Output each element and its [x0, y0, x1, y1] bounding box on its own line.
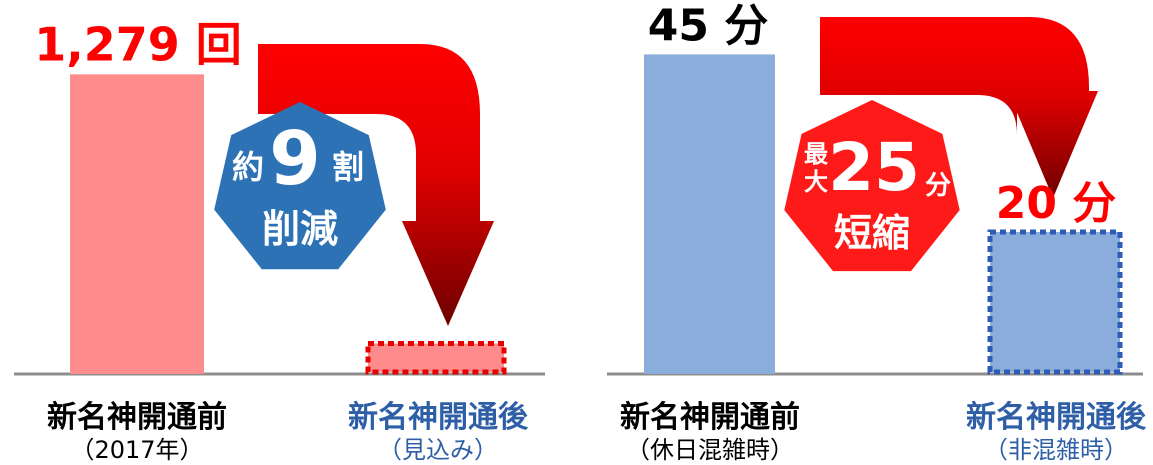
category-label: 新名神開通前	[47, 400, 227, 435]
category-note: （休日混雑時）	[626, 436, 794, 464]
badge-text: 約	[232, 148, 264, 186]
badge-number: 25	[828, 129, 920, 206]
bar	[70, 74, 204, 374]
bar	[365, 341, 507, 375]
badge-heptagon	[214, 102, 386, 270]
category-note: （見込み）	[378, 436, 498, 464]
data-label: 45 分	[648, 0, 769, 51]
badge-text: 最	[804, 140, 829, 168]
category-label: 新名神開通後	[966, 400, 1146, 435]
category-label: 新名神開通前	[620, 400, 800, 435]
trend-arrow	[258, 44, 494, 326]
bar	[644, 54, 775, 374]
badge-heptagon	[784, 100, 960, 272]
badge-text: 短縮	[834, 211, 910, 255]
data-label: 20 分	[996, 178, 1117, 229]
badge-number: 9	[269, 116, 321, 202]
badge-text: 分	[925, 171, 951, 201]
badge-text: 割	[332, 148, 364, 186]
badge-text: 削減	[262, 207, 338, 251]
category-note: （非混雑時）	[984, 436, 1128, 464]
bar	[987, 229, 1123, 375]
badge-text: 大	[804, 168, 828, 196]
category-note: （2017年）	[70, 436, 204, 464]
data-label: 1,279 回	[34, 17, 242, 71]
category-label: 新名神開通後	[348, 400, 528, 435]
trend-arrow	[820, 17, 1098, 198]
